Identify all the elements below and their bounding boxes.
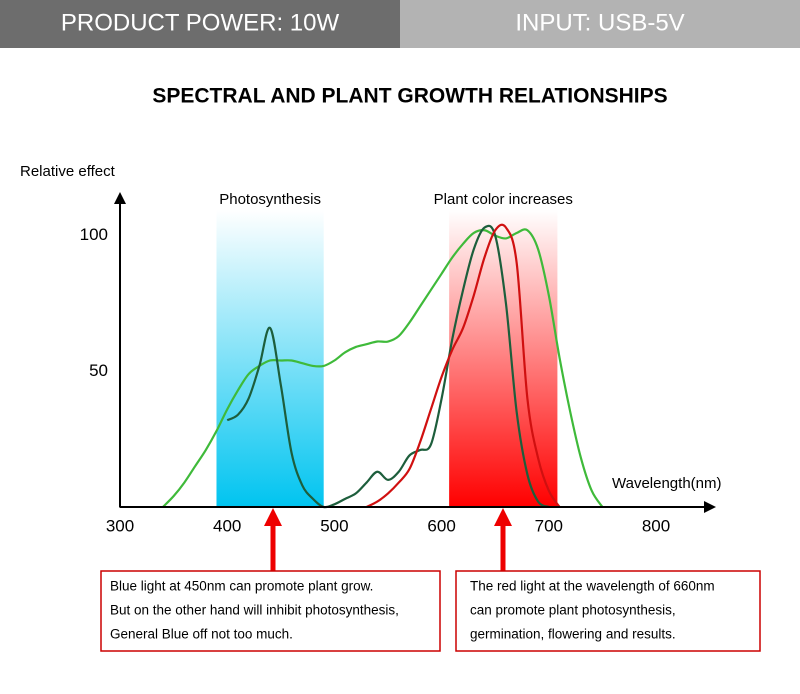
callout-box — [100, 570, 441, 652]
x-tick-label: 300 — [106, 516, 134, 535]
arrows — [264, 508, 512, 571]
band-label: Plant color increases — [434, 191, 573, 208]
chart-title: SPECTRAL AND PLANT GROWTH RELATIONSHIPS — [152, 85, 667, 108]
band — [449, 210, 558, 507]
y-axis-label: Relative effect — [20, 163, 116, 180]
header-left-bg — [0, 0, 400, 48]
x-tick-label: 500 — [320, 516, 348, 535]
x-axis-label: Wavelength(nm) — [612, 475, 721, 492]
callout-line: But on the other hand will inhibit photo… — [110, 603, 399, 618]
x-axis-arrow — [704, 501, 716, 513]
x-tick-label: 800 — [642, 516, 670, 535]
x-tick-label: 700 — [535, 516, 563, 535]
header-right-bg — [400, 0, 800, 48]
x-tick-label: 600 — [427, 516, 455, 535]
callout-box — [455, 570, 761, 652]
callout-line: germination, flowering and results. — [470, 627, 676, 642]
band — [216, 210, 324, 507]
y-tick-label: 100 — [80, 225, 108, 244]
callout-line: can promote plant photosynthesis, — [470, 603, 676, 618]
callout-line: Blue light at 450nm can promote plant gr… — [110, 579, 373, 594]
header-right: INPUT: USB-5V — [515, 9, 684, 36]
band-label: Photosynthesis — [219, 191, 321, 208]
callout-line: General Blue off not too much. — [110, 627, 293, 642]
series-line — [162, 228, 604, 508]
header-left: PRODUCT POWER: 10W — [61, 9, 340, 36]
series-line — [226, 224, 550, 509]
callout-line: The red light at the wavelength of 660nm — [470, 579, 715, 594]
y-axis-arrow — [114, 192, 126, 204]
series-line — [366, 223, 561, 508]
x-tick-label: 400 — [213, 516, 241, 535]
y-tick-label: 50 — [89, 361, 108, 380]
